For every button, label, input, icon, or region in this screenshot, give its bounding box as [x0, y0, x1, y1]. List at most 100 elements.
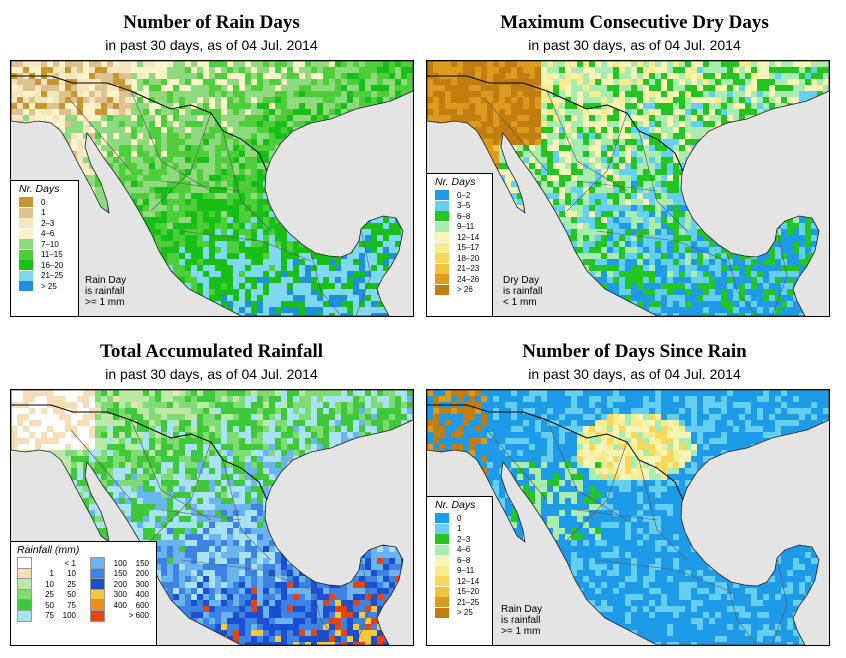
map-raster: [427, 61, 829, 316]
legend-entry: 18–20: [427, 253, 492, 264]
legend-entry: 12–14: [427, 232, 492, 243]
legend-entry: 6–8: [427, 211, 492, 222]
legend-columns: < 1 1 10 10 25 25 50 50 75 75 100 100 150 150 200 200 3…: [11, 557, 156, 622]
legend-low: 150: [113, 569, 127, 579]
legend-entry: 2–3: [427, 534, 492, 545]
legend-swatch: [19, 239, 33, 250]
legend-label: 21–23: [457, 264, 480, 274]
legend-high: 50: [67, 590, 76, 600]
coastline: [11, 61, 413, 316]
legend-entry: 6–8: [427, 555, 492, 566]
legend-swatch: [19, 270, 33, 281]
panel-total-rainfall: Total Accumulated Rainfall in past 30 da…: [0, 329, 423, 658]
legend-entry: 1: [427, 523, 492, 535]
coastline: [11, 390, 413, 645]
legend-entry: > 600: [90, 609, 149, 622]
legend-entry: 21–25: [427, 597, 492, 608]
legend-low: 1: [49, 569, 54, 579]
map-max-dry-days: Nr. Days 0–2 3–5 6–8 9–11 12–14 15–17 18–20 21–…: [426, 60, 830, 317]
legend-low: 10: [45, 579, 54, 589]
legend-swatch: [435, 513, 449, 524]
legend-label: 21–25: [457, 597, 480, 607]
state-boundaries: [486, 90, 788, 316]
legend-high: 100: [62, 611, 76, 621]
coastline: [427, 61, 829, 316]
panel-title: Number of Days Since Rain: [522, 341, 747, 362]
legend-swatch: [435, 284, 449, 295]
legend-label: 24–26: [457, 274, 480, 284]
legend-swatch: [19, 249, 33, 260]
legend-entry: > 25: [11, 281, 78, 292]
legend-entry: 0: [11, 197, 78, 208]
panel-subtitle: in past 30 days, as of 04 Jul. 2014: [528, 37, 741, 53]
panel-subtitle: in past 30 days, as of 04 Jul. 2014: [105, 37, 318, 53]
legend-high: 150: [135, 558, 149, 568]
legend-swatch: [435, 555, 449, 566]
legend-label: > 25: [457, 608, 473, 618]
legend-swatch: [90, 609, 105, 622]
legend-entry: 16–20: [11, 260, 78, 271]
legend-label: 0–2: [457, 190, 471, 200]
map-raster: [427, 390, 829, 645]
legend-swatch: [435, 586, 449, 597]
legend-entry: 75 100: [17, 609, 76, 622]
legend-entry: 7–10: [11, 239, 78, 250]
legend-high: > 600: [128, 611, 149, 621]
legend-swatch: [435, 274, 449, 285]
legend-entry: 4–6: [427, 544, 492, 556]
legend-label: 1: [41, 208, 46, 218]
legend-entry: 21–25: [11, 270, 78, 282]
legend-swatch: [435, 211, 449, 222]
country-border: [427, 404, 684, 501]
panel-subtitle: in past 30 days, as of 04 Jul. 2014: [105, 366, 318, 382]
legend-entry: 11–15: [11, 249, 78, 261]
legend-label: 1: [457, 524, 462, 534]
legend-swatch: [435, 232, 449, 243]
state-boundaries: [486, 419, 788, 645]
legend-label: 6–8: [457, 555, 471, 565]
legend-label: 2–3: [41, 218, 55, 228]
legend-label: 3–5: [457, 201, 471, 211]
legend-label: 0: [457, 513, 462, 523]
legend-label: 4–6: [457, 545, 471, 555]
legend-entry: 12–14: [427, 576, 492, 587]
legend-entry: 2–3: [11, 218, 78, 229]
country-border: [427, 75, 684, 172]
panel-days-since-rain: Number of Days Since Rain in past 30 day…: [423, 329, 846, 658]
legend-label: 4–6: [41, 229, 55, 239]
legend-label: 12–14: [457, 232, 480, 242]
legend-entry: 21–23: [427, 263, 492, 275]
legend-high: < 1: [64, 558, 76, 568]
legend-swatch: [19, 228, 33, 239]
legend-swatch: [19, 281, 33, 292]
legend-label: > 26: [457, 285, 473, 295]
legend-label: 9–11: [457, 566, 475, 576]
legend-entry: 9–11: [427, 221, 492, 233]
legend-swatch: [435, 263, 449, 274]
map-rain-days: Nr. Days 0 1 2–3 4–6 7–10 11–15 16–20 21–25 > 25…: [10, 60, 414, 317]
legend-entry: 0–2: [427, 190, 492, 201]
legend-swatch: [435, 607, 449, 618]
legend-title: Nr. Days: [19, 183, 60, 195]
legend-label: 15–17: [457, 243, 480, 253]
legend-swatch: [19, 207, 33, 218]
legend-high: 200: [135, 569, 149, 579]
panel-title: Number of Rain Days: [123, 12, 300, 33]
legend-entry: 1: [11, 207, 78, 219]
legend-low: 50: [45, 600, 54, 610]
panel-max-dry-days: Maximum Consecutive Dry Days in past 30 …: [423, 0, 846, 329]
legend-low: 400: [113, 600, 127, 610]
legend-title: Nr. Days: [435, 499, 476, 511]
legend-label: 6–8: [457, 211, 471, 221]
panel-rain-days: Number of Rain Days in past 30 days, as …: [0, 0, 423, 329]
legend-label: 15–20: [457, 587, 480, 597]
legend-entry: 3–5: [427, 200, 492, 212]
legend-high: 10: [67, 569, 76, 579]
legend-low: 100: [113, 558, 127, 568]
map-note: Dry Day is rainfall < 1 mm: [503, 275, 543, 308]
legend-entry: > 26: [427, 284, 492, 296]
coastline: [427, 390, 829, 645]
legend-entry: 24–26: [427, 274, 492, 285]
country-border: [11, 404, 268, 501]
legend-swatch: [17, 609, 32, 622]
